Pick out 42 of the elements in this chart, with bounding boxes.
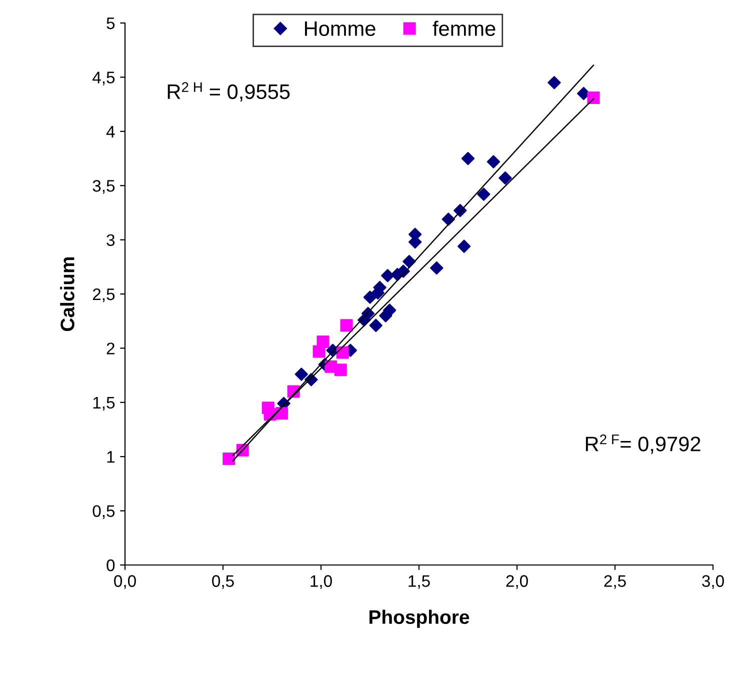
point: [222, 452, 236, 466]
point: [498, 171, 512, 185]
point: [457, 240, 471, 253]
point: [340, 319, 353, 332]
legend-label: Homme: [305, 21, 376, 36]
point: [369, 318, 382, 332]
x-tick-label: 0,5: [212, 575, 234, 589]
x-tick-label: 2,0: [506, 575, 528, 589]
x-tick-label: 0,0: [114, 575, 136, 589]
y-tick-label: 3: [106, 234, 115, 246]
point: [379, 309, 392, 322]
y-tick-label: 2,5: [92, 288, 115, 302]
point: [548, 76, 561, 90]
y-tick-label: 0: [106, 559, 115, 572]
y-axis-title: Calcium: [60, 257, 74, 332]
x-tick-label: 2,5: [604, 575, 626, 589]
point: [402, 254, 416, 268]
y-tick-label: 1: [107, 451, 114, 463]
y-tick-label: 4: [106, 126, 115, 138]
point: [461, 152, 475, 166]
point: [577, 86, 590, 100]
x-tick-label: 3,0: [702, 575, 724, 589]
point: [587, 92, 600, 104]
point: [430, 261, 444, 275]
y-tick-label: 3,5: [92, 180, 115, 194]
point: [381, 268, 394, 282]
point: [363, 290, 377, 304]
point: [486, 155, 500, 168]
y-tick-label: 0,5: [92, 505, 115, 519]
y-tick-label: 1,5: [93, 396, 115, 411]
x-tick-label: 1,5: [408, 575, 430, 589]
y-tick-label: 4,5: [92, 72, 115, 86]
y-tick-label: 2: [106, 342, 114, 354]
point: [336, 346, 349, 359]
point: [312, 345, 326, 358]
point: [334, 364, 347, 376]
y-tick-label: 5: [106, 18, 115, 30]
x-axis-title: Phosphore: [370, 610, 470, 628]
legend-label: femme: [432, 20, 496, 36]
x-tick-label: 1,0: [310, 575, 332, 589]
point: [294, 368, 308, 381]
point: [477, 188, 490, 201]
